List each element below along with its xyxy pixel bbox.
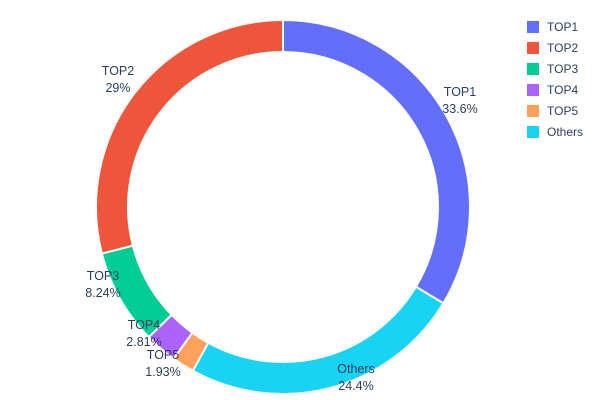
slice-label-top4: TOP4 2.81%	[126, 317, 161, 351]
legend-label-top2: TOP2	[547, 41, 579, 55]
slice-label-top3-percent: 8.24%	[85, 285, 121, 300]
legend-item-top1[interactable]: TOP1	[527, 20, 583, 34]
legend-label-others: Others	[547, 125, 584, 139]
legend-item-top2[interactable]: TOP2	[527, 41, 583, 55]
slice-label-top5-name: TOP5	[146, 348, 180, 362]
slice-label-top5-percent: 1.93%	[145, 364, 181, 379]
legend-swatch-top3	[527, 63, 539, 75]
slice-label-top1-percent: 33.6%	[442, 101, 478, 116]
pie-slice-others[interactable]	[191, 285, 445, 395]
slice-label-top3: TOP3 8.24%	[85, 268, 120, 302]
legend: TOP1 TOP2 TOP3 TOP4 TOP5 Others	[527, 20, 583, 146]
slice-label-top5: TOP5 1.93%	[145, 347, 180, 381]
legend-label-top5: TOP5	[547, 104, 579, 118]
slice-label-others: Others 24.4%	[337, 361, 375, 395]
legend-swatch-top1	[527, 21, 539, 33]
slice-label-top3-name: TOP3	[86, 269, 120, 283]
slice-label-top4-name: TOP4	[127, 318, 161, 332]
slice-label-top4-percent: 2.81%	[126, 334, 162, 349]
legend-item-others[interactable]: Others	[527, 125, 583, 139]
legend-label-top1: TOP1	[547, 20, 579, 34]
legend-label-top3: TOP3	[547, 62, 579, 76]
slice-label-top1: TOP1 33.6%	[442, 84, 477, 118]
legend-item-top4[interactable]: TOP4	[527, 83, 583, 97]
pie-slice-top1[interactable]	[282, 18, 472, 305]
legend-item-top3[interactable]: TOP3	[527, 62, 583, 76]
slice-label-others-percent: 24.4%	[338, 378, 374, 393]
legend-label-top4: TOP4	[547, 83, 579, 97]
slice-label-top1-name: TOP1	[443, 85, 477, 99]
slice-label-top2-percent: 29%	[105, 80, 131, 95]
legend-swatch-others	[527, 126, 539, 138]
legend-swatch-top2	[527, 42, 539, 54]
legend-swatch-top5	[527, 105, 539, 117]
legend-swatch-top4	[527, 84, 539, 96]
pie-slice-top2[interactable]	[95, 18, 284, 255]
slice-label-others-name: Others	[337, 362, 375, 376]
legend-item-top5[interactable]: TOP5	[527, 104, 583, 118]
slice-label-top2: TOP2 29%	[102, 63, 134, 97]
slice-label-top2-name: TOP2	[101, 64, 135, 78]
